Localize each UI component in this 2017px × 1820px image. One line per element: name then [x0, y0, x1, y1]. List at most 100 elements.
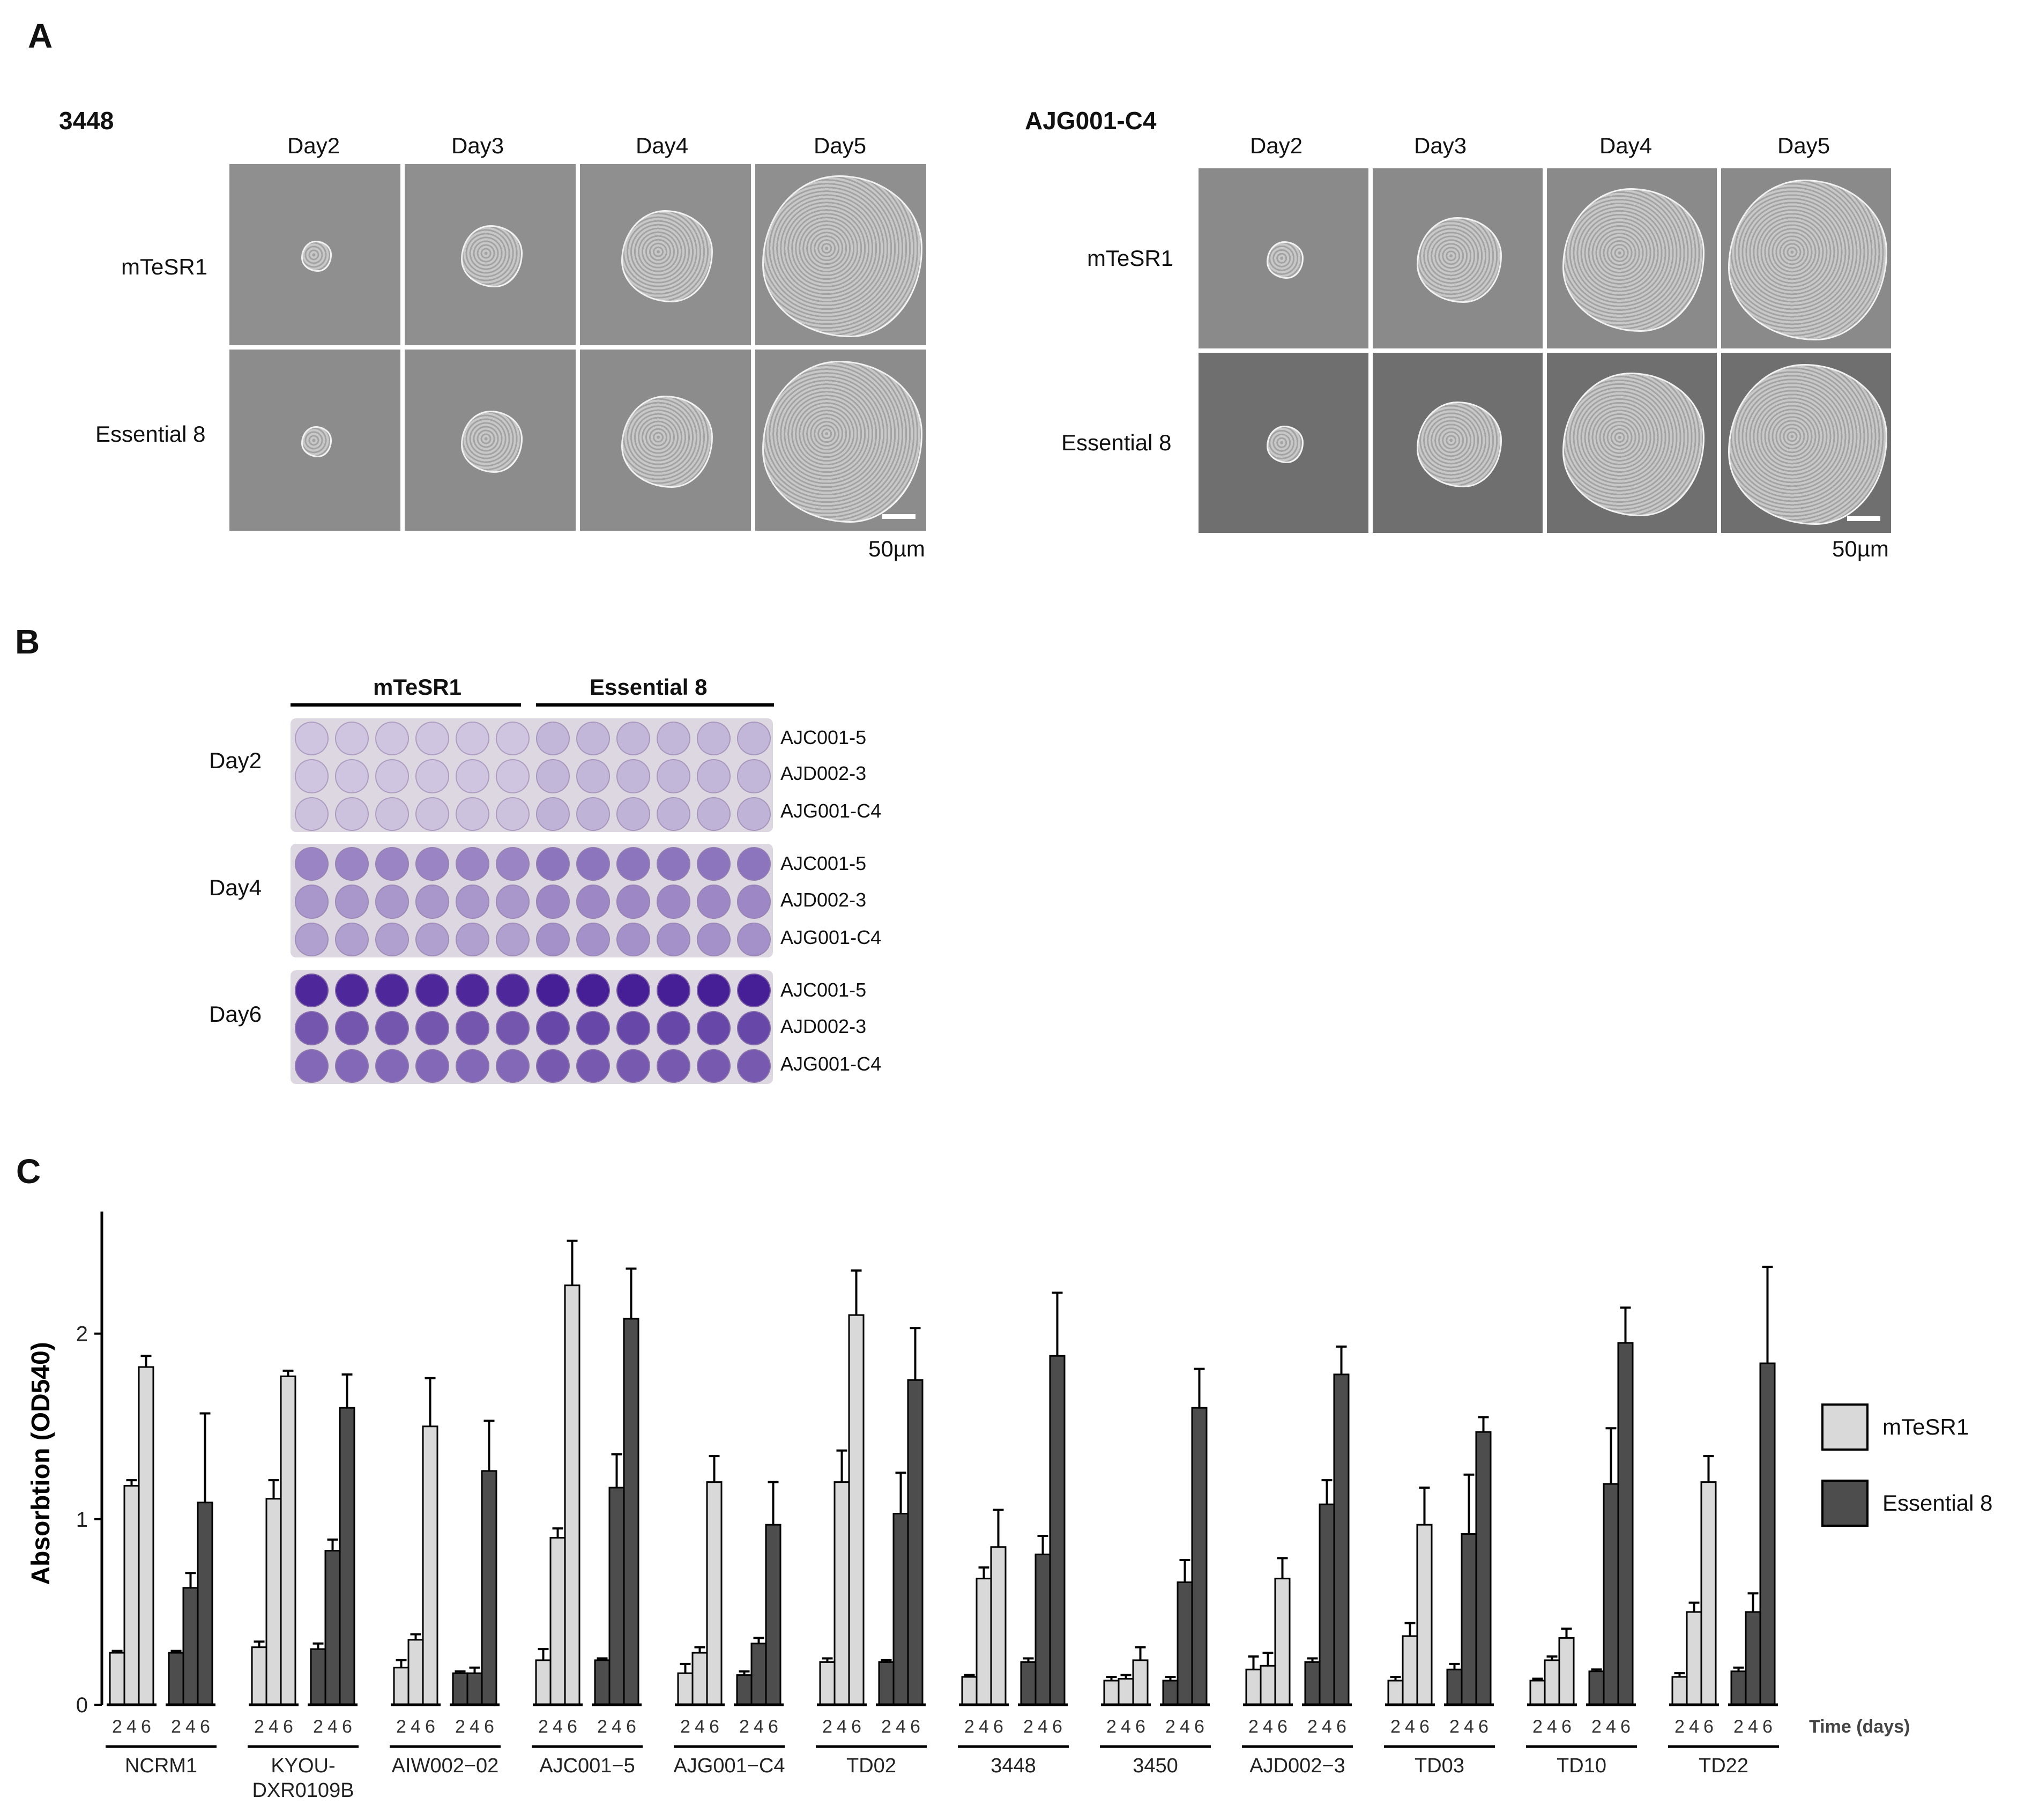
colony-shape: [621, 395, 713, 488]
time-tick-label: 4: [1322, 1717, 1332, 1737]
panel-a-g2-row-label: Essential 8: [1061, 430, 1172, 455]
bar: [990, 1546, 1007, 1706]
panel-a-g2-day-label: Day5: [1777, 133, 1830, 158]
panel-a-g1-row-label: Essential 8: [95, 421, 206, 447]
bar: [1274, 1578, 1291, 1706]
panel-b-line-label: AJC001-5: [780, 979, 867, 1001]
plate-well: [696, 759, 731, 793]
plate-well: [455, 721, 490, 755]
y-tick-label: 0: [76, 1693, 88, 1717]
time-tick-label: 4: [979, 1717, 989, 1737]
plate-well: [294, 885, 329, 919]
panel-b-line-label: AJG001-C4: [780, 1053, 882, 1075]
plate-well: [656, 1011, 691, 1045]
time-tick-label: 4: [126, 1717, 137, 1737]
plate-well: [455, 846, 490, 881]
plate-well: [294, 973, 329, 1007]
plate-well: [294, 922, 329, 957]
bar: [1446, 1668, 1463, 1706]
plate-well: [334, 1011, 369, 1045]
time-tick-label: 6: [1135, 1717, 1145, 1737]
plate-well: [535, 759, 570, 793]
bar: [765, 1524, 782, 1706]
panel-b-line-label: AJG001-C4: [780, 926, 882, 948]
cell-line-label: KYOU-: [271, 1755, 335, 1777]
bar: [892, 1512, 909, 1706]
plate-well: [294, 759, 329, 793]
time-tick-label: 2: [254, 1717, 264, 1737]
panel-a-g2-micrograph-grid: [1199, 168, 1891, 533]
panel-a-g1-day-label: Day4: [636, 133, 689, 158]
time-tick-label: 6: [283, 1717, 293, 1737]
plate-well: [696, 922, 731, 957]
time-tick-label: 6: [141, 1717, 151, 1737]
panel-b-line-label: AJD002-3: [780, 889, 867, 911]
colony-shape: [1728, 364, 1888, 525]
panel-b-letter: B: [15, 622, 40, 661]
time-tick-label: 6: [1277, 1717, 1287, 1737]
colony-shape: [1266, 426, 1304, 463]
plate-well: [656, 922, 691, 957]
panel-a-g1-row-label: mTeSR1: [121, 254, 208, 279]
bar: [1671, 1676, 1688, 1706]
time-tick-label: 2: [1248, 1717, 1259, 1737]
bar: [1132, 1659, 1149, 1706]
time-tick-label: 2: [881, 1717, 891, 1737]
plate-well: [656, 885, 691, 919]
plate-well: [495, 797, 530, 831]
plate-well: [616, 973, 651, 1007]
time-tick-label: 4: [754, 1717, 764, 1737]
panel-b-medium-label: Essential 8: [590, 674, 708, 700]
time-tick-label: 2: [822, 1717, 832, 1737]
plate-well: [415, 885, 450, 919]
panel-b-medium-bracket: [536, 703, 774, 707]
time-tick-label: 2: [597, 1717, 607, 1737]
time-tick-label: 2: [1390, 1717, 1401, 1737]
cell-line-label: AJC001−5: [539, 1755, 635, 1777]
bar: [1700, 1481, 1717, 1706]
bar: [623, 1318, 639, 1706]
plate-well: [576, 759, 611, 793]
time-tick-label: 4: [328, 1717, 338, 1737]
time-tick-label: 6: [851, 1717, 861, 1737]
bar: [706, 1481, 723, 1706]
plate-well: [455, 797, 490, 831]
bar: [265, 1498, 282, 1706]
time-tick-label: 2: [1674, 1717, 1685, 1737]
bar: [280, 1375, 296, 1706]
plate-well: [334, 973, 369, 1007]
micrograph-tile: [755, 164, 926, 345]
micrograph-tile: [1373, 353, 1543, 533]
panel-b-plate-day4: [291, 844, 773, 957]
y-tick-label: 1: [76, 1508, 88, 1532]
bar: [1177, 1581, 1193, 1706]
bar: [750, 1643, 767, 1706]
plate-well: [535, 846, 570, 881]
bar: [1402, 1635, 1418, 1706]
cell-line-label: TD10: [1557, 1755, 1606, 1777]
micrograph-tile: [1721, 353, 1891, 533]
time-tick-label: 6: [342, 1717, 352, 1737]
plate-well: [334, 721, 369, 755]
bar: [138, 1366, 154, 1706]
bar: [1603, 1483, 1619, 1706]
bar: [1544, 1659, 1560, 1706]
time-tick-label: 6: [567, 1717, 577, 1737]
bar: [1588, 1670, 1605, 1706]
plate-well: [736, 759, 771, 793]
plate-well: [616, 797, 651, 831]
plate-well: [415, 1011, 450, 1045]
time-tick-label: 6: [1762, 1717, 1773, 1737]
plate-well: [696, 1049, 731, 1083]
time-tick-label: 6: [1478, 1717, 1488, 1737]
plate-well: [455, 759, 490, 793]
panel-b-plate-day2: [291, 718, 773, 832]
plate-well: [375, 973, 410, 1007]
colony-shape: [1562, 373, 1705, 516]
bar: [1319, 1503, 1335, 1706]
plate-well: [415, 759, 450, 793]
time-tick-label: 4: [1038, 1717, 1048, 1737]
plate-well: [495, 759, 530, 793]
plate-well: [736, 1049, 771, 1083]
